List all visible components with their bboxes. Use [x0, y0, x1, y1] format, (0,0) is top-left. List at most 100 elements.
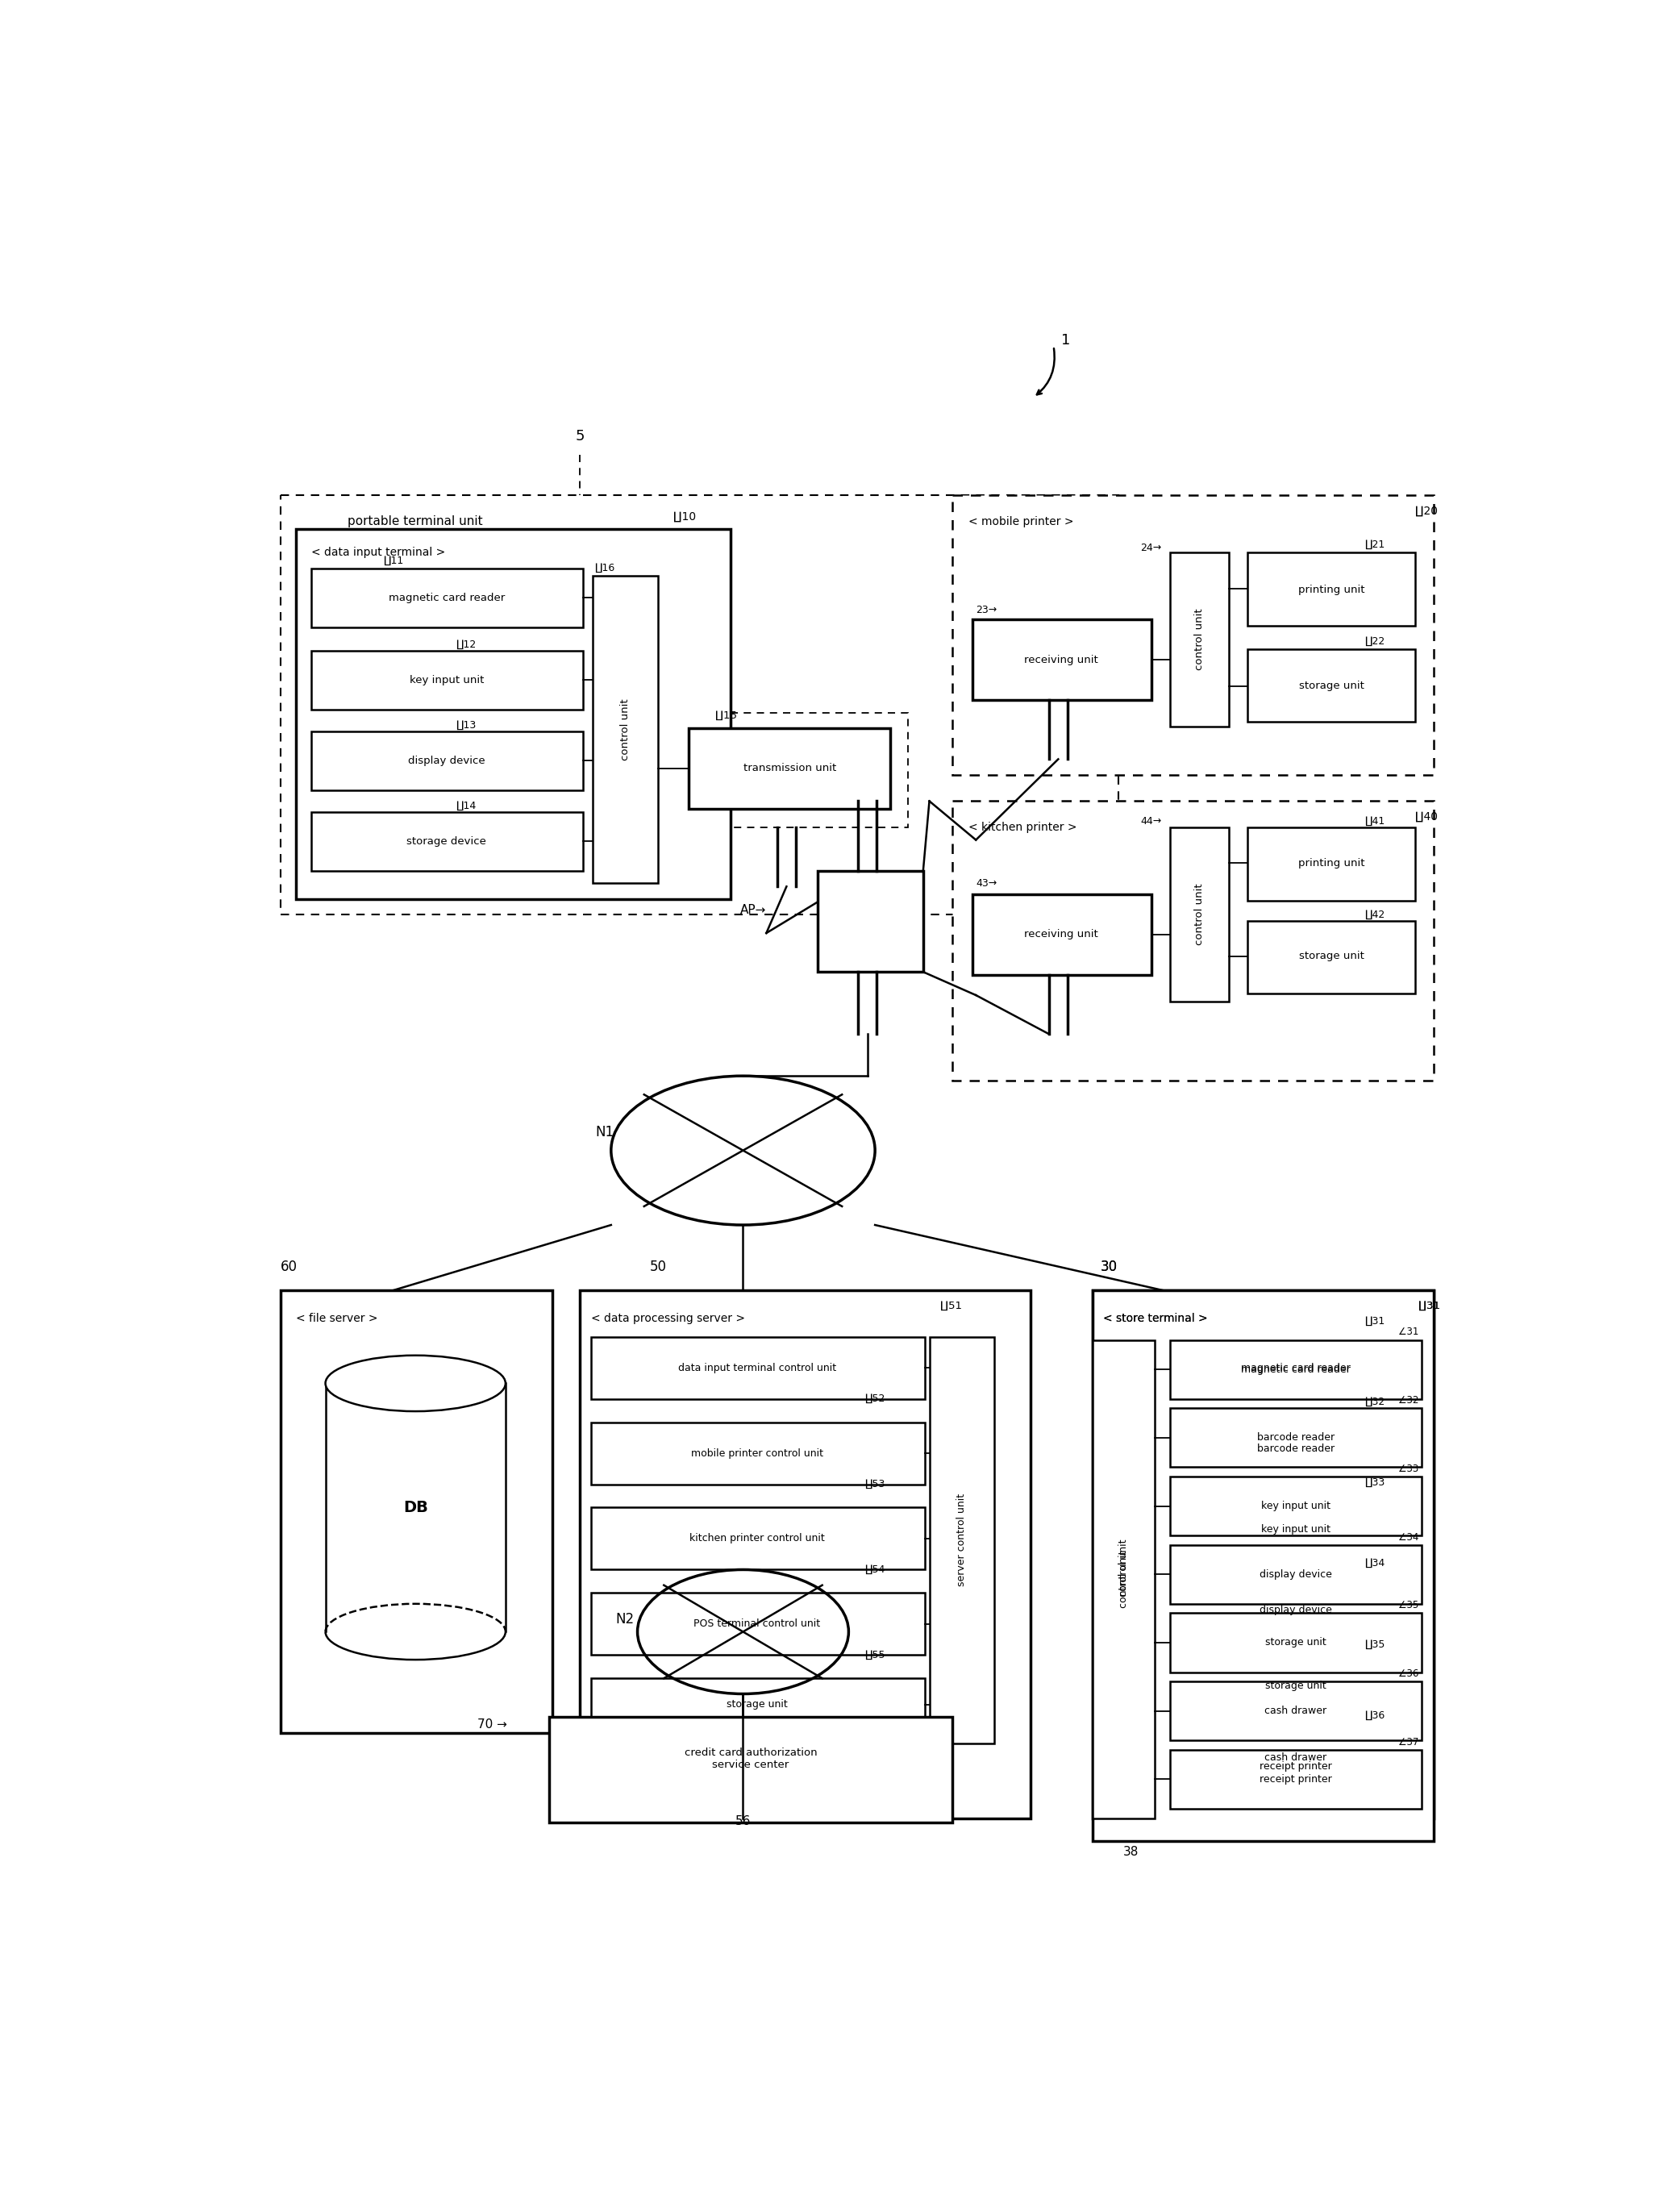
Text: display device: display device [1259, 1568, 1333, 1579]
Text: key input unit: key input unit [408, 675, 484, 686]
Bar [1247, 553, 1415, 626]
Bar [593, 575, 658, 883]
Text: receipt printer: receipt printer [1259, 1761, 1333, 1772]
Text: receipt printer: receipt printer [1259, 1774, 1333, 1785]
Text: ∐31: ∐31 [1418, 1301, 1440, 1312]
Text: ∠31: ∠31 [1398, 1327, 1418, 1338]
Text: mobile printer control unit: mobile printer control unit [691, 1449, 824, 1458]
Bar [591, 1679, 924, 1732]
Text: 56: 56 [735, 1816, 752, 1827]
Bar [296, 529, 730, 898]
Text: ∐34: ∐34 [1364, 1557, 1384, 1568]
Bar [311, 650, 583, 710]
Bar [1170, 1544, 1421, 1604]
Text: ∐54: ∐54 [864, 1564, 884, 1575]
Bar [311, 568, 583, 628]
Text: ∐42: ∐42 [1364, 909, 1384, 920]
Text: ∐15: ∐15 [715, 710, 737, 721]
Text: ∐36: ∐36 [1364, 1710, 1384, 1721]
Text: ∐20: ∐20 [1415, 504, 1438, 515]
Bar [1247, 827, 1415, 900]
Bar [1170, 1613, 1421, 1672]
Text: storage unit: storage unit [1266, 1637, 1326, 1648]
Bar [311, 812, 583, 872]
Bar [1170, 1750, 1421, 1809]
Text: N1: N1 [596, 1124, 614, 1139]
Text: receiving unit: receiving unit [1024, 929, 1098, 940]
Text: ∐41: ∐41 [1364, 816, 1384, 827]
Bar [1093, 1340, 1155, 1818]
Text: ∠35: ∠35 [1398, 1599, 1418, 1610]
Bar [688, 728, 891, 810]
Bar [280, 1290, 552, 1732]
Text: cash drawer: cash drawer [1264, 1705, 1327, 1717]
Text: 24→: 24→ [1140, 542, 1162, 553]
Text: 38: 38 [1123, 1847, 1138, 1858]
Bar [1170, 1741, 1421, 1794]
Bar [1093, 1290, 1435, 1840]
Text: receiving unit: receiving unit [1024, 655, 1098, 666]
Bar [973, 619, 1152, 701]
Bar [1247, 648, 1415, 721]
Text: 50: 50 [650, 1259, 666, 1274]
Bar [591, 1509, 924, 1571]
Text: transmission unit: transmission unit [743, 763, 835, 774]
Text: ∐31: ∐31 [1364, 1316, 1384, 1327]
Text: portable terminal unit: portable terminal unit [347, 515, 482, 529]
Bar [1170, 827, 1229, 1002]
Text: display device: display device [408, 757, 485, 765]
Text: < mobile printer >: < mobile printer > [968, 515, 1073, 526]
Text: < store terminal >: < store terminal > [1103, 1312, 1207, 1323]
Text: ∐13: ∐13 [455, 719, 475, 730]
Text: storage unit: storage unit [1299, 681, 1364, 692]
Bar [280, 495, 1118, 914]
Text: key input unit: key input unit [1261, 1500, 1331, 1511]
Text: ∐11: ∐11 [383, 555, 403, 566]
Text: AP→: AP→ [740, 905, 767, 916]
Bar [1093, 1336, 1155, 1798]
Bar [1170, 1659, 1421, 1714]
Text: printing unit: printing unit [1297, 584, 1364, 595]
Bar [1170, 553, 1229, 726]
Text: storage unit: storage unit [727, 1699, 787, 1710]
Text: ∐33: ∐33 [1364, 1478, 1384, 1489]
Text: 5: 5 [576, 429, 584, 442]
Bar [1170, 1336, 1421, 1398]
Text: display device: display device [1259, 1604, 1333, 1615]
Text: ∐14: ∐14 [455, 801, 475, 812]
Text: ∠36: ∠36 [1398, 1668, 1418, 1679]
Bar [1170, 1732, 1421, 1785]
Text: ∐22: ∐22 [1364, 635, 1384, 646]
Text: ∠33: ∠33 [1398, 1464, 1418, 1473]
Text: magnetic card reader: magnetic card reader [388, 593, 504, 604]
Text: 70 →: 70 → [477, 1719, 507, 1732]
Text: 30: 30 [1100, 1259, 1117, 1274]
Text: storage device: storage device [407, 836, 487, 847]
Bar [953, 495, 1435, 774]
Bar [1093, 1290, 1435, 1818]
Bar [579, 1290, 1030, 1818]
Bar [549, 1717, 953, 1823]
Bar [1170, 1418, 1421, 1480]
Text: ∠37: ∠37 [1398, 1736, 1418, 1747]
Bar [678, 712, 907, 827]
Text: magnetic card reader: magnetic card reader [1240, 1365, 1351, 1374]
Bar [1170, 1681, 1421, 1741]
Bar [1170, 1409, 1421, 1467]
Bar [591, 1336, 924, 1398]
Text: data input terminal control unit: data input terminal control unit [678, 1363, 835, 1374]
Text: N2: N2 [616, 1613, 634, 1626]
Bar [817, 872, 922, 971]
Text: 30: 30 [1100, 1259, 1117, 1274]
Text: magnetic card reader: magnetic card reader [1240, 1363, 1351, 1374]
Bar [591, 1593, 924, 1655]
Text: < file server >: < file server > [296, 1312, 378, 1323]
Text: < kitchen printer >: < kitchen printer > [968, 823, 1076, 834]
Text: ∐52: ∐52 [864, 1394, 884, 1405]
Text: control unit: control unit [1194, 608, 1205, 670]
Text: < store terminal >: < store terminal > [1103, 1312, 1207, 1323]
Text: ∐51: ∐51 [941, 1301, 963, 1312]
Text: 1: 1 [1061, 332, 1071, 347]
Text: POS terminal control unit: POS terminal control unit [693, 1619, 820, 1630]
Text: ∐35: ∐35 [1364, 1639, 1384, 1650]
